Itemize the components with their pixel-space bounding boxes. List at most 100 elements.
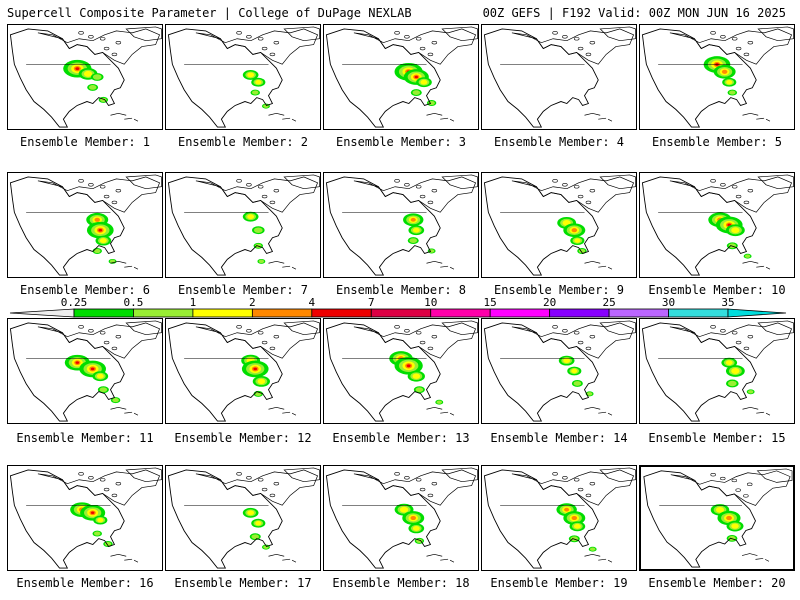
lake-outline bbox=[404, 183, 410, 187]
lake-outline bbox=[115, 481, 122, 486]
lake-outline bbox=[710, 179, 716, 183]
lake-outline bbox=[103, 340, 110, 345]
coastline bbox=[167, 469, 283, 569]
lake-outline bbox=[415, 37, 422, 41]
greenland-outline bbox=[599, 174, 636, 190]
lake-outline bbox=[269, 200, 276, 205]
ensemble-map-panel bbox=[165, 24, 321, 130]
coastline bbox=[641, 28, 757, 128]
ensemble-member-label: Ensemble Member: 17 bbox=[174, 576, 312, 590]
lake-outline bbox=[269, 52, 276, 57]
ensemble-map-panel bbox=[481, 172, 637, 278]
scp-blob bbox=[94, 531, 101, 536]
lake-outline bbox=[273, 334, 280, 339]
greenland-outline bbox=[283, 320, 320, 336]
ensemble-member-label: Ensemble Member: 13 bbox=[332, 431, 470, 445]
greenland-outline bbox=[125, 467, 162, 483]
scale-segment bbox=[311, 308, 372, 318]
scp-blob bbox=[94, 248, 101, 254]
lake-outline bbox=[261, 194, 268, 199]
scp-blob bbox=[410, 515, 416, 521]
lake-outline bbox=[589, 40, 596, 45]
ensemble-map bbox=[9, 174, 162, 276]
ensemble-map-panel bbox=[165, 172, 321, 278]
canada-outline bbox=[669, 28, 793, 65]
lake-outline bbox=[431, 481, 438, 486]
coastline bbox=[325, 176, 441, 276]
lake-outline bbox=[431, 188, 438, 193]
scp-blob bbox=[574, 238, 581, 243]
ensemble-member-label: Ensemble Member: 4 bbox=[493, 135, 625, 149]
coastline bbox=[167, 28, 283, 128]
ensemble-map-panel bbox=[7, 318, 163, 424]
lake-outline bbox=[585, 493, 592, 498]
scp-blob bbox=[112, 398, 119, 403]
ensemble-member-label: Ensemble Member: 7 bbox=[177, 283, 309, 297]
canada-outline bbox=[511, 28, 635, 65]
greenland-outline bbox=[757, 320, 794, 336]
scp-blob bbox=[726, 79, 733, 85]
caribbean-islands bbox=[268, 406, 297, 416]
scp-blob bbox=[436, 400, 442, 404]
lake-outline bbox=[404, 35, 410, 39]
canada-outline bbox=[353, 322, 477, 359]
scp-blob bbox=[255, 79, 262, 85]
scp-blob bbox=[247, 72, 255, 78]
lake-outline bbox=[99, 185, 106, 189]
scp-blob bbox=[563, 358, 571, 364]
lake-outline bbox=[735, 340, 742, 345]
greenland-outline bbox=[125, 320, 162, 336]
lake-outline bbox=[720, 183, 726, 187]
lake-outline bbox=[236, 31, 242, 35]
lake-outline bbox=[419, 340, 426, 345]
caribbean-islands bbox=[110, 406, 139, 416]
lake-outline bbox=[111, 52, 118, 57]
scp-blob bbox=[399, 506, 409, 513]
scp-blob bbox=[253, 227, 263, 233]
greenland-outline bbox=[125, 26, 162, 42]
lake-outline bbox=[562, 35, 568, 39]
lake-outline bbox=[78, 472, 84, 476]
scp-blob bbox=[90, 367, 95, 371]
ensemble-member-label: Ensemble Member: 16 bbox=[16, 576, 154, 590]
lake-outline bbox=[419, 487, 426, 492]
lake-outline bbox=[78, 31, 84, 35]
ensemble-map bbox=[9, 26, 162, 128]
scp-blob bbox=[92, 74, 102, 80]
scp-blob bbox=[573, 523, 581, 529]
caribbean-islands bbox=[426, 112, 455, 122]
scale-tick-label: 7 bbox=[368, 297, 375, 309]
scp-blob bbox=[409, 238, 418, 244]
scp-blob bbox=[247, 214, 255, 220]
scale-segment bbox=[133, 308, 194, 318]
scale-segment bbox=[430, 308, 491, 318]
ensemble-member-label: Ensemble Member: 19 bbox=[490, 576, 628, 590]
scp-blob bbox=[412, 373, 421, 379]
caribbean-islands bbox=[742, 260, 771, 270]
canada-outline bbox=[37, 322, 161, 359]
greenland-outline bbox=[125, 174, 162, 190]
lake-outline bbox=[261, 340, 268, 345]
greenland-outline bbox=[441, 320, 478, 336]
scp-blob bbox=[731, 368, 740, 374]
ensemble-member-label: Ensemble Member: 14 bbox=[490, 431, 628, 445]
scp-blob bbox=[258, 259, 265, 264]
greenland-outline bbox=[441, 26, 478, 42]
lake-outline bbox=[747, 482, 753, 486]
scale-segment bbox=[192, 308, 253, 318]
scp-blob bbox=[715, 506, 725, 513]
scale-tick-label: 2 bbox=[249, 297, 256, 309]
scp-blob bbox=[410, 217, 416, 222]
caribbean-islands bbox=[426, 260, 455, 270]
lake-outline bbox=[573, 37, 580, 41]
ensemble-member-label: Ensemble Member: 20 bbox=[648, 576, 786, 590]
scp-blob bbox=[253, 367, 258, 371]
ensemble-member-label: Ensemble Member: 2 bbox=[177, 135, 309, 149]
lake-outline bbox=[427, 200, 434, 205]
lake-outline bbox=[111, 200, 118, 205]
ensemble-member-label: Ensemble Member: 5 bbox=[651, 135, 783, 149]
scp-blob bbox=[99, 387, 108, 393]
greenland-outline bbox=[599, 320, 636, 336]
lake-outline bbox=[261, 46, 268, 51]
ensemble-map bbox=[641, 26, 794, 128]
